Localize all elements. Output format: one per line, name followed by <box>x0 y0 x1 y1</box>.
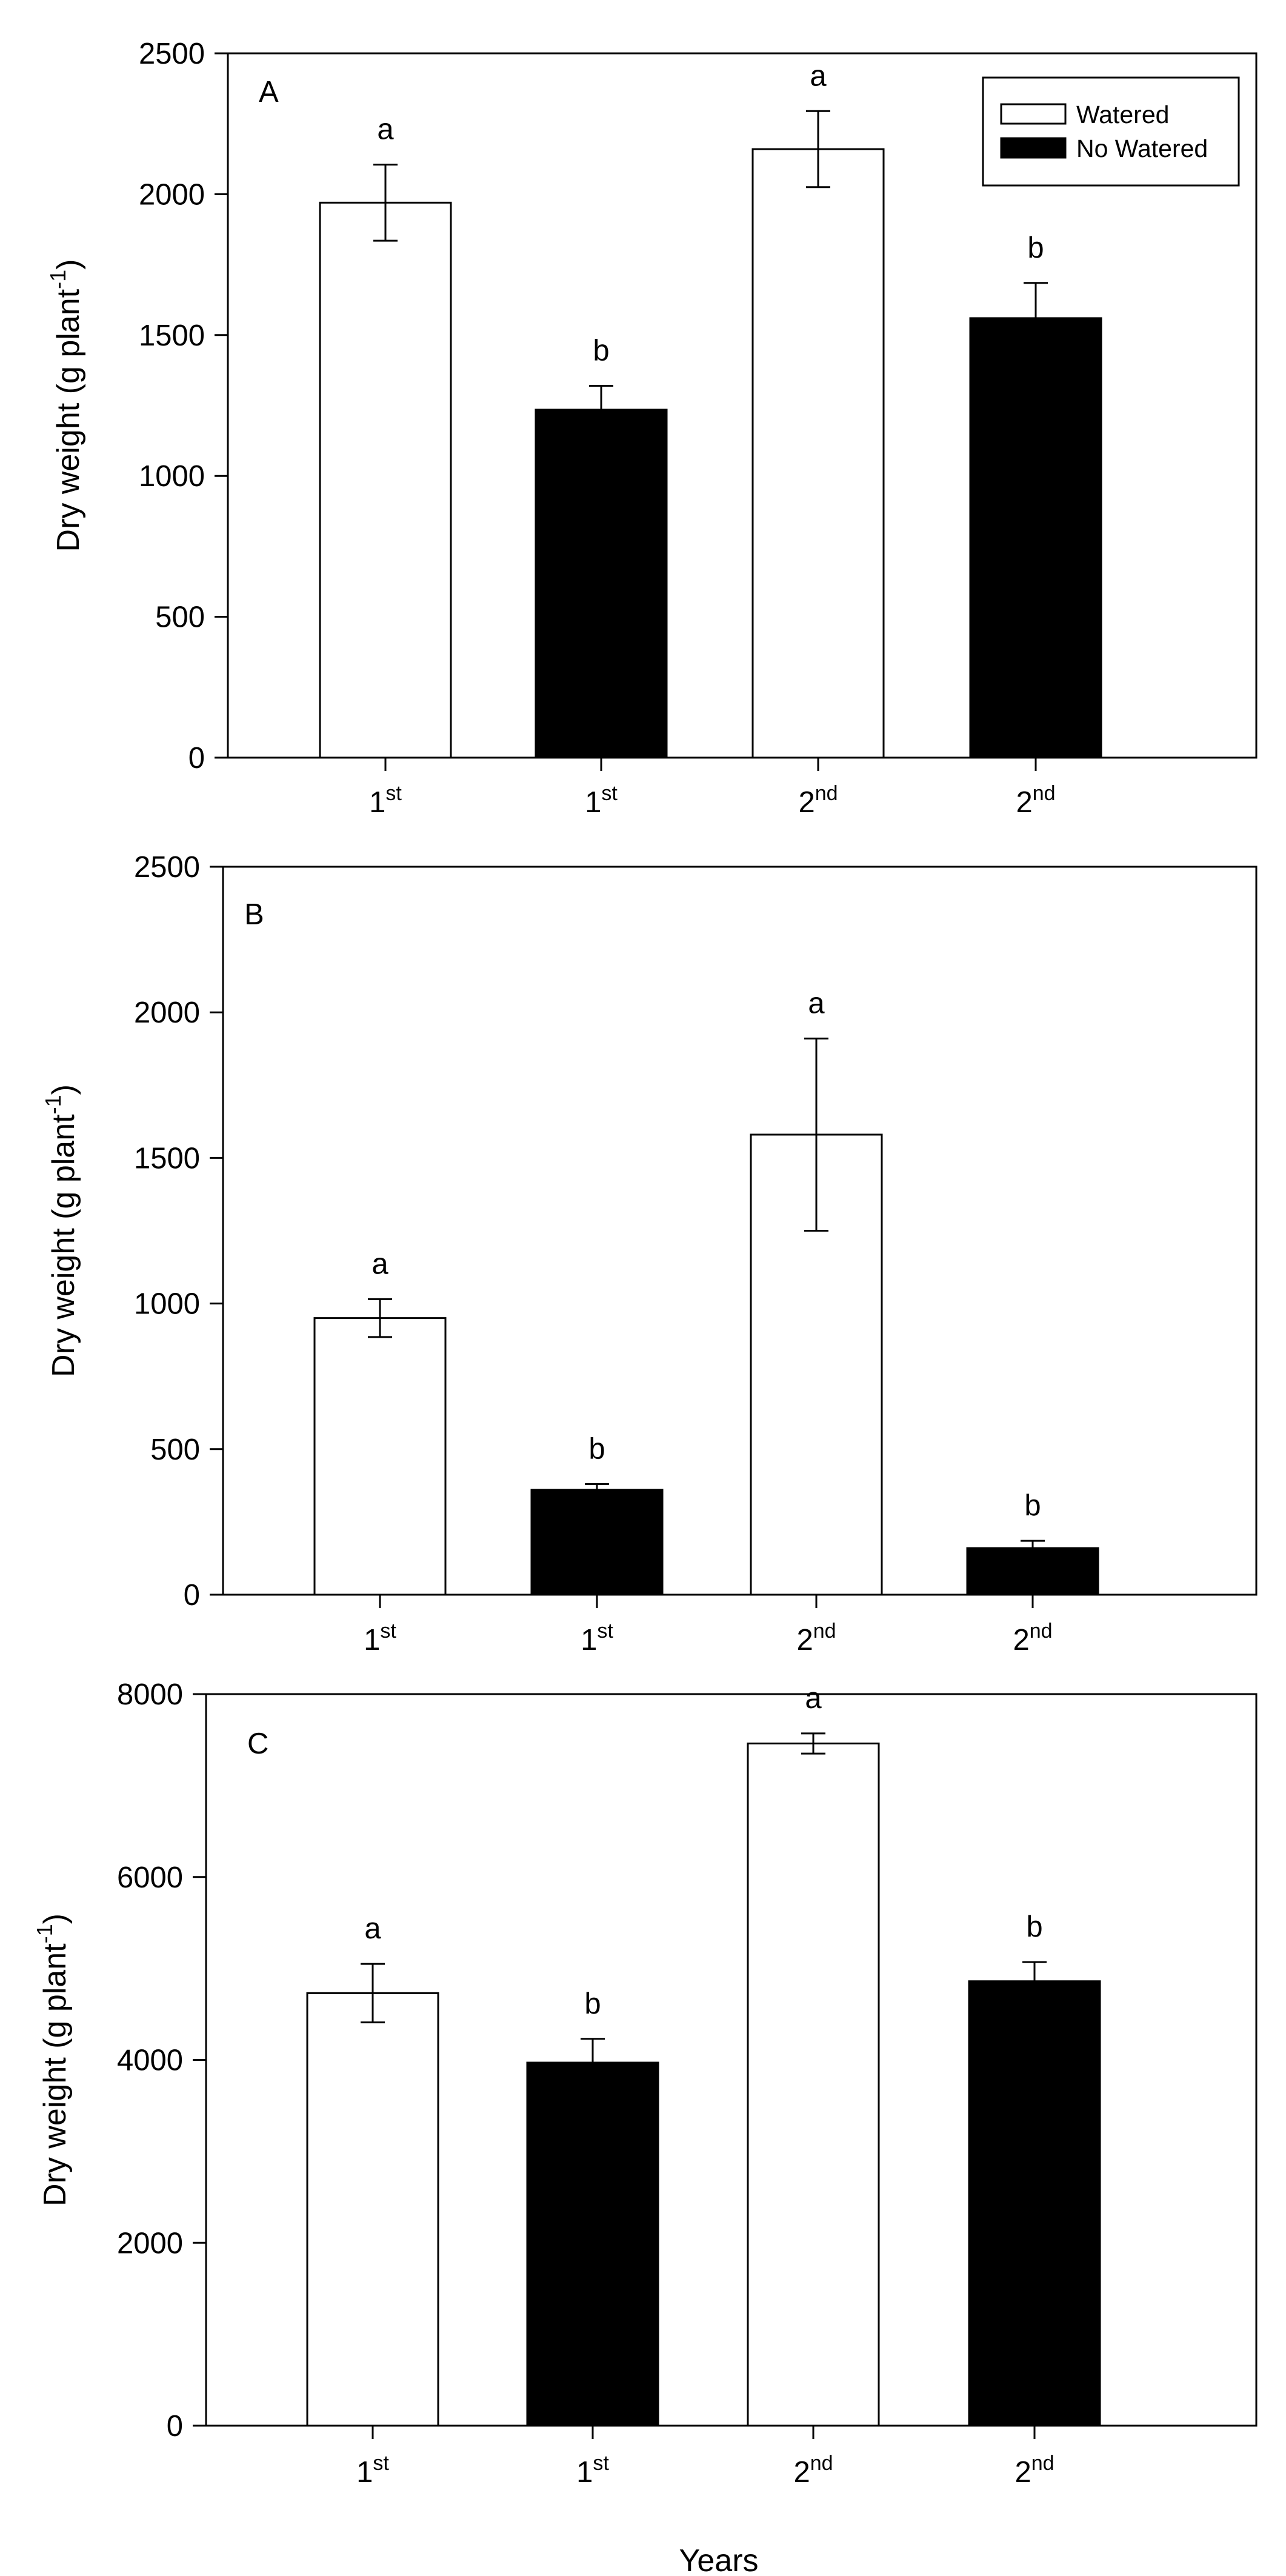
bar-c-2 <box>747 1742 880 2427</box>
significance-label-b-3: b <box>1024 1489 1041 1522</box>
y-tick-label-c-2: 4000 <box>117 2044 183 2077</box>
y-tick-label-b-0: 0 <box>184 1579 200 1612</box>
x-tick-label-a-0: 1st <box>369 782 402 819</box>
panel-label-a: A <box>259 76 279 108</box>
x-tick-label-b-2: 2nd <box>796 1620 836 1657</box>
bar-b-1 <box>530 1489 664 1596</box>
legend-label-no-watered: No Watered <box>1076 135 1208 162</box>
x-tick-label-b-0: 1st <box>364 1620 396 1657</box>
plot-frame-a <box>227 52 1258 759</box>
significance-label-b-0: a <box>371 1247 388 1280</box>
y-tick-label-b-3: 1500 <box>134 1142 200 1175</box>
legend-box <box>982 76 1240 187</box>
bar-c-3 <box>968 1980 1101 2427</box>
x-tick-label-a-3: 2nd <box>1016 782 1055 819</box>
panel-label-b: B <box>244 898 264 931</box>
bar-a-2 <box>751 148 885 759</box>
significance-label-c-3: b <box>1026 1910 1042 1943</box>
significance-label-c-1: b <box>584 1987 601 2020</box>
significance-label-c-2: a <box>805 1682 822 1715</box>
significance-label-a-1: b <box>593 334 609 367</box>
significance-label-b-1: b <box>588 1432 605 1465</box>
y-tick-label-b-5: 2500 <box>134 851 200 884</box>
y-tick-label-a-2: 1000 <box>139 460 205 493</box>
significance-label-b-2: a <box>808 987 825 1019</box>
bar-a-3 <box>969 317 1102 759</box>
y-tick-label-b-1: 500 <box>150 1433 200 1466</box>
significance-label-a-0: a <box>377 113 394 146</box>
x-tick-label-c-2: 2nd <box>793 2452 833 2489</box>
x-tick-label-c-3: 2nd <box>1014 2452 1054 2489</box>
y-tick-label-c-3: 6000 <box>117 1861 183 1894</box>
y-tick-label-c-1: 2000 <box>117 2227 183 2260</box>
bar-c-1 <box>526 2061 659 2427</box>
panel-label-c: C <box>247 1727 268 1760</box>
x-tick-label-a-2: 2nd <box>798 782 838 819</box>
x-tick-label-b-1: 1st <box>581 1620 613 1657</box>
y-tick-label-c-0: 0 <box>167 2410 183 2443</box>
significance-label-a-2: a <box>810 59 827 92</box>
y-tick-label-a-0: 0 <box>188 742 205 775</box>
y-axis-label-b: Dry weight (g plant-1) <box>41 1084 81 1377</box>
x-tick-label-c-0: 1st <box>356 2452 389 2489</box>
legend: Watered No Watered <box>982 76 1240 187</box>
y-tick-label-c-4: 8000 <box>117 1678 183 1711</box>
x-tick-label-b-3: 2nd <box>1013 1620 1052 1657</box>
y-tick-label-b-4: 2000 <box>134 996 200 1029</box>
y-tick-label-b-2: 1000 <box>134 1288 200 1321</box>
legend-swatch-watered <box>1000 103 1067 125</box>
bar-b-0 <box>313 1317 447 1596</box>
significance-label-c-0: a <box>364 1912 381 1945</box>
bar-a-0 <box>319 201 452 759</box>
panel-b: 0 500 1000 1500 2000 2500 Dry weight (g plant-… <box>41 851 1258 1657</box>
significance-label-a-3: b <box>1027 232 1044 264</box>
x-axis-title: Years <box>679 2543 758 2576</box>
bar-a-1 <box>535 409 668 759</box>
y-tick-label-a-3: 1500 <box>139 319 205 352</box>
plot-frame-b <box>222 866 1258 1596</box>
legend-swatch-no-watered <box>1000 137 1067 159</box>
y-tick-label-a-1: 500 <box>155 601 205 634</box>
y-axis-label-a: Dry weight (g plant-1) <box>45 259 86 552</box>
panel-a: 0 500 1000 1500 2000 2500 Dry weight (g plant-… <box>45 38 1258 819</box>
panel-c: 0 2000 4000 6000 8000 Dry weight (g plant-1) C… <box>32 1678 1258 2489</box>
x-tick-label-c-1: 1st <box>576 2452 609 2489</box>
bar-c-0 <box>306 1992 439 2427</box>
y-axis-label-c: Dry weight (g plant-1) <box>32 1914 73 2206</box>
y-tick-label-a-4: 2000 <box>139 178 205 211</box>
x-tick-label-a-1: 1st <box>585 782 618 819</box>
y-tick-label-a-5: 2500 <box>139 38 205 70</box>
legend-label-watered: Watered <box>1076 101 1169 128</box>
